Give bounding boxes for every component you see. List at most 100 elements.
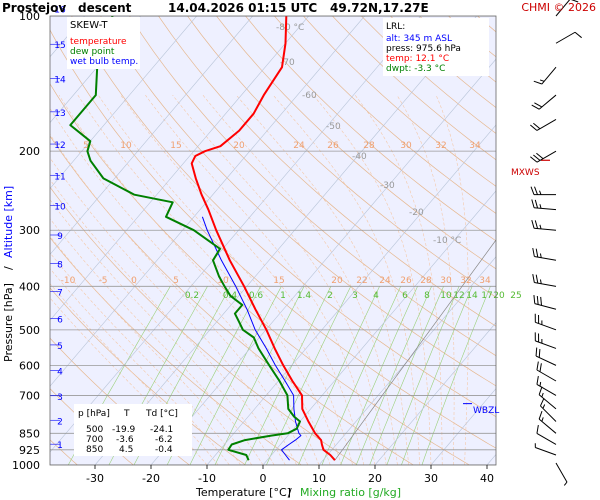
wind-barbs xyxy=(530,0,582,486)
x-axis-title-mixing: Mixing ratio [g/kg] xyxy=(300,486,401,499)
wind-barb xyxy=(536,361,557,382)
moist-adiabat xyxy=(50,235,253,465)
mixing-ratio-label: 6 xyxy=(402,291,408,301)
series-layer xyxy=(69,16,336,461)
wind-barb-staff xyxy=(540,405,557,422)
wind-barb-staff xyxy=(534,255,557,261)
moist-adiabat-label: 30 xyxy=(400,141,412,151)
dry-adiabat xyxy=(187,16,496,298)
isotherm xyxy=(94,16,477,465)
moist-adiabat-label: 0 xyxy=(131,276,137,286)
lrl-title: LRL: xyxy=(386,22,405,32)
temperature-tick-label: 10 xyxy=(312,472,326,485)
wind-barb-flag xyxy=(536,152,544,160)
wind-barb-staff xyxy=(538,94,557,110)
wind-barb xyxy=(533,66,557,85)
moist-adiabat-label: -10 xyxy=(61,276,76,286)
wind-barb-half xyxy=(539,204,542,209)
plot-background xyxy=(50,16,496,465)
altitude-tick-label: 14 xyxy=(54,76,66,86)
legend-wetbulb: wet bulb temp. xyxy=(70,57,138,67)
wind-barb-flag xyxy=(535,347,538,357)
moist-adiabat xyxy=(77,94,342,465)
isotherm xyxy=(50,16,141,124)
wind-barb-flag xyxy=(534,220,539,229)
moist-adiabat-label: 22 xyxy=(356,276,367,286)
moist-adiabat-label: 26 xyxy=(400,276,412,286)
wind-barb-half xyxy=(539,190,542,195)
isotherm xyxy=(50,16,197,189)
altitude-tick-label: 10 xyxy=(54,203,66,213)
wind-barb-flag xyxy=(571,0,579,3)
table-row-500-td: -24.1 xyxy=(150,425,173,435)
wind-barb-flag xyxy=(540,296,543,306)
mixing-ratio-label: 0.6 xyxy=(249,291,264,301)
altitude-tick-label: 5 xyxy=(57,342,63,352)
mixing-ratio-label: 4 xyxy=(373,291,379,301)
temperature-tick-label: 40 xyxy=(480,472,494,485)
wind-barb-staff xyxy=(535,321,557,331)
dry-adiabat xyxy=(216,16,496,270)
wind-barb-flag xyxy=(530,156,538,163)
x-axis-title-sep: / xyxy=(288,486,292,499)
moist-adiabat xyxy=(50,133,309,465)
lrl-box-bg xyxy=(383,18,489,76)
altitude-tick-label: 13 xyxy=(54,109,65,119)
level-table-bg xyxy=(74,404,192,456)
axes-layer: 1002003004005006007008509251000123456789… xyxy=(12,6,550,485)
wind-barb-flag xyxy=(536,375,539,385)
moist-adiabat-label: 34 xyxy=(469,141,481,151)
mixing-ratio-label: 1.4 xyxy=(297,291,312,301)
wind-barb xyxy=(534,443,557,456)
mixing-ratio-label: 3 xyxy=(352,291,358,301)
wind-barb xyxy=(555,0,579,17)
wind-barb-half xyxy=(539,79,545,82)
wind-barb xyxy=(532,274,557,287)
table-row-700-td: -6.2 xyxy=(155,435,173,445)
wind-barb xyxy=(531,219,557,231)
pressure-tick-label: 600 xyxy=(19,359,40,372)
dry-adiabat-label: -40 xyxy=(352,152,367,162)
table-row-500-p: 500 xyxy=(86,425,103,435)
moist-adiabat xyxy=(50,107,320,465)
pressure-tick-label: 1000 xyxy=(12,459,40,472)
moist-adiabat xyxy=(98,94,353,465)
wind-barb-half xyxy=(542,404,546,409)
isotherm xyxy=(374,322,496,465)
pressure-tick-label: 300 xyxy=(19,224,40,237)
moist-adiabat xyxy=(202,94,398,465)
legend-title: SKEW-T xyxy=(70,20,108,31)
dry-adiabat xyxy=(274,16,496,214)
wind-barb-half xyxy=(539,253,542,258)
table-row-500-t: -19.9 xyxy=(112,425,136,435)
isotherm xyxy=(50,16,253,255)
dry-adiabat-label: -70 xyxy=(280,58,295,68)
wind-barb-half xyxy=(541,392,544,398)
wind-barb-staff xyxy=(535,447,557,456)
wind-barb-half xyxy=(563,481,568,486)
wind-barb-flag xyxy=(536,295,539,305)
moist-adiabat xyxy=(50,218,264,465)
wind-barb-staff xyxy=(555,0,571,17)
header-coords: 49.72N,17.27E xyxy=(330,1,429,15)
moist-adiabat xyxy=(50,157,297,465)
dry-adiabat-label: -50 xyxy=(326,122,341,132)
y-axis-title: Pressure [hPa] / Altitude [km] xyxy=(2,186,15,362)
wind-barb-half xyxy=(539,381,542,387)
wind-barb-flag xyxy=(531,104,540,110)
mixing-ratio-label: 20 xyxy=(493,291,505,301)
wind-barb xyxy=(538,410,557,434)
temperature-tick-label: 30 xyxy=(424,472,438,485)
pressure-tick-label: 200 xyxy=(19,145,40,158)
altitude-tick-label: 15 xyxy=(54,41,65,51)
pressure-tick-label: 100 xyxy=(19,10,40,23)
wind-barb xyxy=(536,424,557,445)
temperature-tick-label: 20 xyxy=(368,472,382,485)
mixing-ratio-label: 1 xyxy=(280,291,286,301)
wind-barb-half xyxy=(539,279,542,284)
pressure-tick-label: 925 xyxy=(19,444,40,457)
wind-barb xyxy=(534,313,557,331)
y-axis-title-pressure: Pressure [hPa] xyxy=(2,283,15,362)
series-dew-point xyxy=(69,16,301,461)
